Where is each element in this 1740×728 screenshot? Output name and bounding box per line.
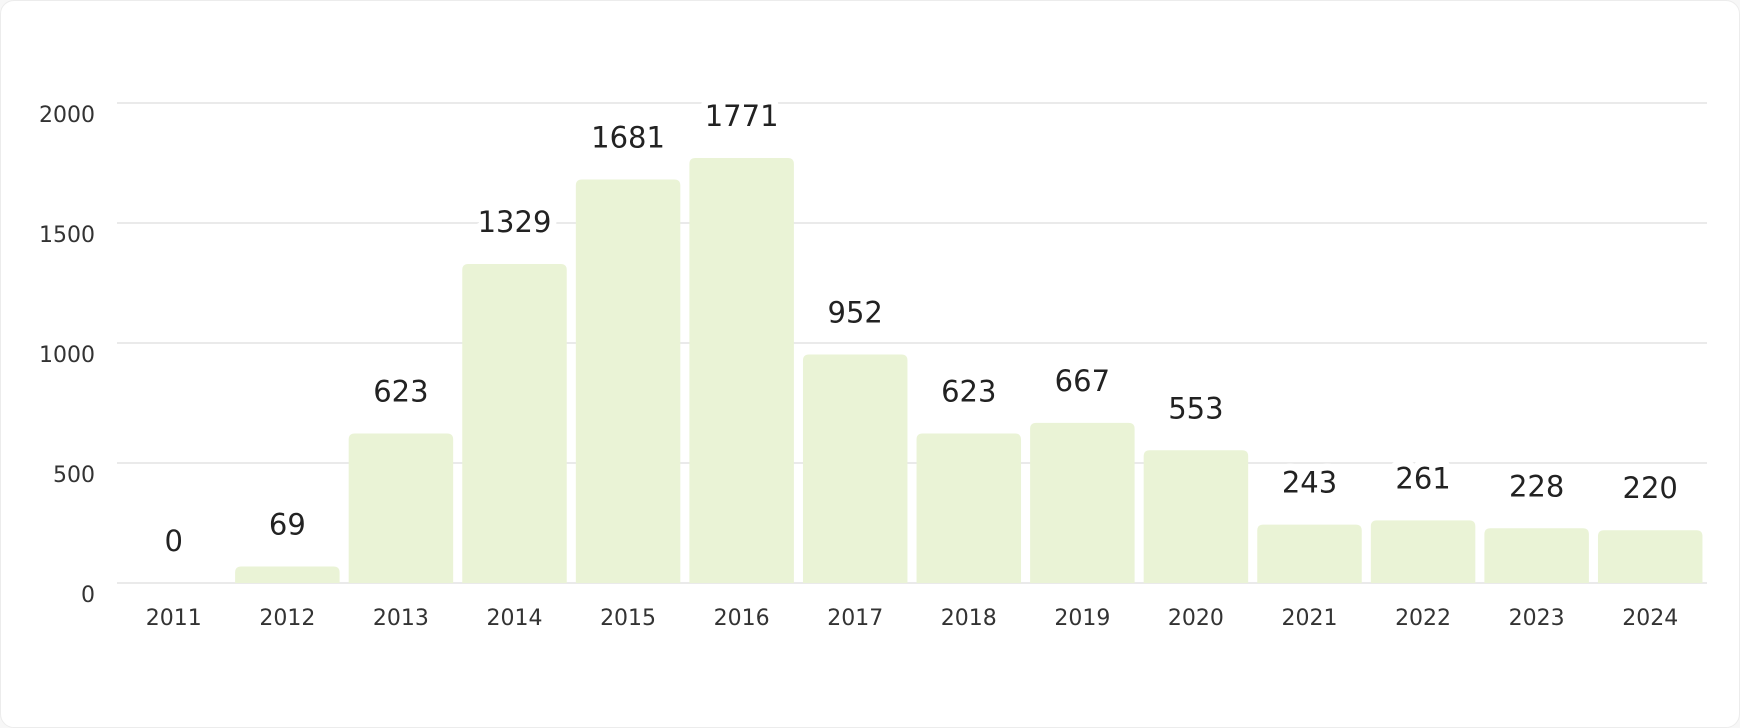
x-tick-label: 2014 — [487, 606, 543, 631]
bar — [1143, 450, 1249, 583]
value-label: 623 — [941, 374, 996, 408]
bar — [1597, 530, 1703, 583]
value-label: 623 — [373, 374, 428, 408]
bar — [1484, 528, 1589, 583]
x-tick-label: 2022 — [1395, 606, 1451, 631]
x-tick-label: 2024 — [1622, 606, 1678, 631]
bar — [462, 264, 567, 583]
value-label: 0 — [165, 524, 183, 558]
x-tick-label: 2011 — [146, 606, 202, 631]
y-tick-label: 2000 — [39, 103, 95, 128]
x-tick-label: 2019 — [1054, 606, 1110, 631]
x-tick-label: 2018 — [941, 606, 997, 631]
value-label: 667 — [1055, 364, 1110, 398]
value-label: 243 — [1282, 466, 1337, 500]
y-tick-label: 500 — [53, 463, 95, 488]
bar — [348, 433, 454, 583]
bar — [916, 433, 1022, 583]
bar — [1370, 520, 1476, 583]
y-tick-label: 1000 — [39, 343, 95, 368]
value-label: 1681 — [591, 121, 665, 155]
value-label: 1329 — [478, 205, 552, 239]
bar — [802, 354, 908, 583]
x-tick-label: 2015 — [600, 606, 656, 631]
value-label: 69 — [269, 507, 306, 541]
value-label: 220 — [1623, 471, 1678, 505]
value-label: 553 — [1168, 391, 1223, 425]
bar — [235, 566, 340, 583]
x-tick-label: 2016 — [714, 606, 770, 631]
value-label: 952 — [828, 296, 883, 330]
bar — [689, 157, 794, 583]
x-tick-label: 2013 — [373, 606, 429, 631]
y-tick-label: 0 — [81, 583, 95, 608]
x-tick-label: 2012 — [259, 606, 315, 631]
y-tick-label: 1500 — [39, 223, 95, 248]
x-tick-label: 2023 — [1509, 606, 1565, 631]
bar — [575, 179, 681, 583]
x-tick-label: 2021 — [1282, 606, 1338, 631]
value-label: 228 — [1509, 469, 1564, 503]
x-tick-label: 2020 — [1168, 606, 1224, 631]
value-label: 261 — [1395, 461, 1450, 495]
value-label: 1771 — [705, 99, 779, 133]
x-tick-label: 2017 — [827, 606, 883, 631]
bar — [1257, 524, 1362, 583]
bar — [1030, 422, 1135, 583]
